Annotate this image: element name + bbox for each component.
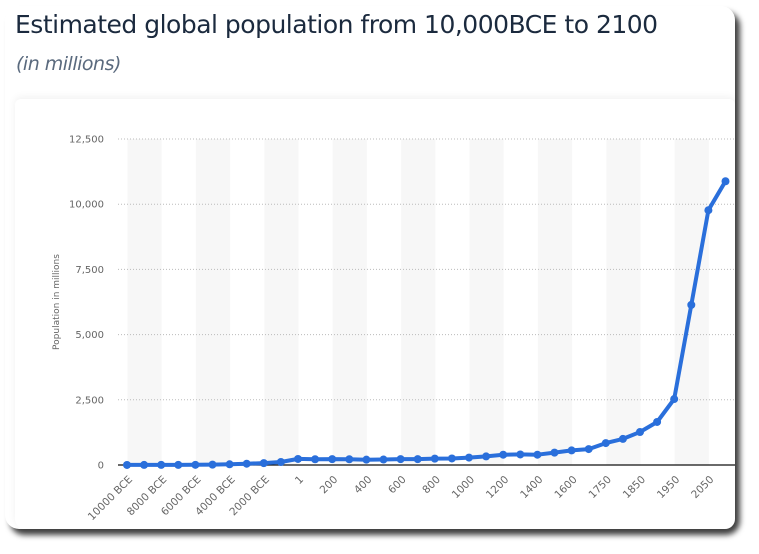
background-band (127, 139, 162, 465)
x-tick-label: 800 (420, 474, 443, 497)
data-points (123, 177, 730, 469)
data-point[interactable] (413, 455, 422, 464)
data-point[interactable] (259, 459, 268, 468)
data-point[interactable] (328, 455, 337, 464)
data-point[interactable] (140, 460, 149, 469)
background-band (469, 139, 504, 465)
data-point[interactable] (311, 455, 320, 464)
data-point[interactable] (157, 460, 166, 469)
data-point[interactable] (533, 450, 542, 459)
background-band (332, 139, 367, 465)
background-bands (127, 139, 709, 465)
data-point[interactable] (396, 455, 405, 464)
data-point[interactable] (670, 395, 679, 404)
background-band (264, 139, 299, 465)
x-tick-label: 200 (318, 474, 341, 497)
x-tick-label: 1750 (587, 474, 614, 501)
chart-subtitle: (in millions) (16, 53, 121, 75)
data-point[interactable] (294, 454, 302, 463)
x-tick-label: 10000 BCE (86, 474, 135, 523)
x-tick-label: 1200 (484, 474, 511, 501)
data-point[interactable] (516, 450, 525, 459)
chart-title: Estimated global population from 10,000B… (15, 10, 658, 39)
background-band (606, 139, 641, 465)
data-point[interactable] (362, 455, 371, 464)
data-point[interactable] (447, 454, 456, 463)
data-point[interactable] (242, 459, 251, 468)
data-point[interactable] (123, 460, 131, 469)
y-axis-ticks: 0 2,500 5,000 7,500 10,000 12,500 (69, 135, 104, 472)
y-tick-label: 2,500 (75, 395, 104, 406)
data-point[interactable] (379, 455, 388, 464)
data-point[interactable] (550, 448, 559, 457)
y-tick-label: 5,000 (75, 330, 104, 341)
data-point[interactable] (225, 460, 234, 469)
x-tick-label: 600 (386, 474, 409, 497)
data-point[interactable] (636, 428, 644, 437)
y-tick-label: 7,500 (75, 265, 104, 276)
data-point[interactable] (208, 460, 217, 469)
y-tick-label: 12,500 (69, 135, 104, 146)
x-tick-label: 1000 (450, 474, 477, 501)
x-tick-label: 1850 (621, 474, 648, 501)
data-point[interactable] (430, 454, 439, 463)
data-point[interactable] (499, 450, 508, 459)
data-point[interactable] (345, 455, 354, 464)
background-band (401, 139, 436, 465)
data-point[interactable] (191, 460, 200, 469)
data-point[interactable] (721, 177, 730, 186)
data-point[interactable] (174, 460, 183, 469)
data-point[interactable] (465, 453, 473, 462)
data-point[interactable] (653, 417, 662, 426)
background-band (195, 139, 231, 465)
data-point[interactable] (567, 446, 576, 455)
data-point[interactable] (482, 452, 491, 461)
x-tick-label: 1400 (518, 474, 545, 501)
data-point[interactable] (618, 434, 627, 443)
data-point[interactable] (704, 206, 713, 215)
data-point[interactable] (276, 458, 285, 467)
data-point[interactable] (687, 300, 696, 309)
x-tick-label: 400 (352, 474, 375, 497)
background-band (537, 139, 573, 465)
gridlines (118, 138, 735, 401)
x-tick-label: 2050 (689, 474, 716, 501)
x-tick-label: 1600 (552, 474, 579, 501)
x-tick-label: 1 (293, 474, 306, 487)
data-point[interactable] (584, 445, 593, 454)
x-tick-label: 1950 (655, 474, 682, 501)
data-point[interactable] (601, 439, 610, 448)
y-tick-label: 10,000 (69, 200, 104, 211)
y-tick-label: 0 (98, 461, 104, 472)
y-axis-label: Population in millions (52, 254, 62, 350)
